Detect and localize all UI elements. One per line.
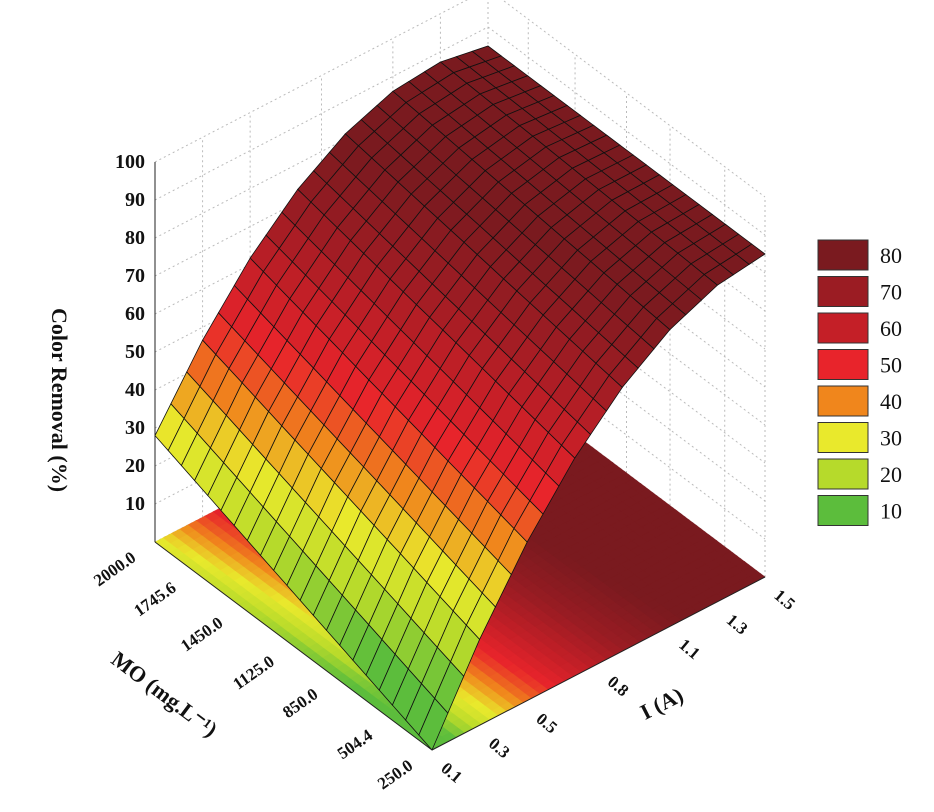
- z-tick-label: 60: [125, 303, 145, 325]
- x-tick-label: 0.8: [604, 672, 632, 700]
- x-tick-label: 1.5: [770, 586, 798, 614]
- z-tick-label: 30: [125, 417, 145, 439]
- legend-label: 30: [880, 426, 902, 451]
- x-tick-label: 0.1: [437, 759, 465, 787]
- z-tick-label: 20: [125, 455, 145, 477]
- legend-label: 10: [880, 499, 902, 524]
- z-axis-label: Color Removal (%): [47, 308, 72, 492]
- y-tick-label: 850.0: [279, 684, 321, 722]
- z-tick-label: 100: [115, 151, 145, 173]
- legend-label: 40: [880, 389, 902, 414]
- y-tick-label: 1450.0: [177, 613, 226, 655]
- response-surface: [154, 45, 766, 751]
- legend-label: 60: [880, 316, 902, 341]
- x-tick-label: 1.1: [675, 635, 703, 663]
- x-tick-label: 0.3: [485, 734, 513, 762]
- legend-swatch: [817, 312, 869, 344]
- x-tick-label: 0.5: [533, 709, 561, 737]
- legend-label: 70: [880, 280, 902, 305]
- z-tick-label: 50: [125, 341, 145, 363]
- x-axis-label: I (A): [636, 682, 687, 725]
- z-tick-label: 40: [125, 379, 145, 401]
- y-tick-label: 1125.0: [229, 652, 277, 694]
- legend: 80 70 60 50 40 30 20 10: [817, 239, 902, 526]
- y-axis-label: MO (mg.L⁻¹): [107, 646, 222, 742]
- y-tick-label: 1745.6: [130, 578, 179, 620]
- legend-swatch: [817, 349, 869, 380]
- z-tick-label: 70: [125, 265, 145, 287]
- legend-swatch: [817, 495, 869, 526]
- z-tick-label: 90: [125, 189, 145, 211]
- legend-label: 50: [880, 353, 902, 378]
- legend-label: 80: [880, 243, 902, 268]
- z-tick-label: 10: [125, 493, 145, 515]
- x-tick-label: 1.3: [723, 610, 751, 638]
- y-tick-label: 2000.0: [90, 548, 139, 590]
- legend-swatch: [817, 458, 869, 490]
- surface-cell: [418, 697, 449, 751]
- legend-swatch: [817, 276, 869, 307]
- y-tick-label: 504.4: [334, 725, 377, 763]
- legend-swatch: [817, 239, 869, 271]
- x-axis-line: [431, 576, 766, 751]
- legend-swatch: [817, 422, 869, 453]
- y-tick-label: 250.0: [374, 756, 416, 794]
- legend-label: 20: [880, 462, 902, 487]
- legend-swatch: [817, 385, 869, 417]
- z-tick-label: 80: [125, 227, 145, 249]
- y-axis-line: [154, 541, 433, 751]
